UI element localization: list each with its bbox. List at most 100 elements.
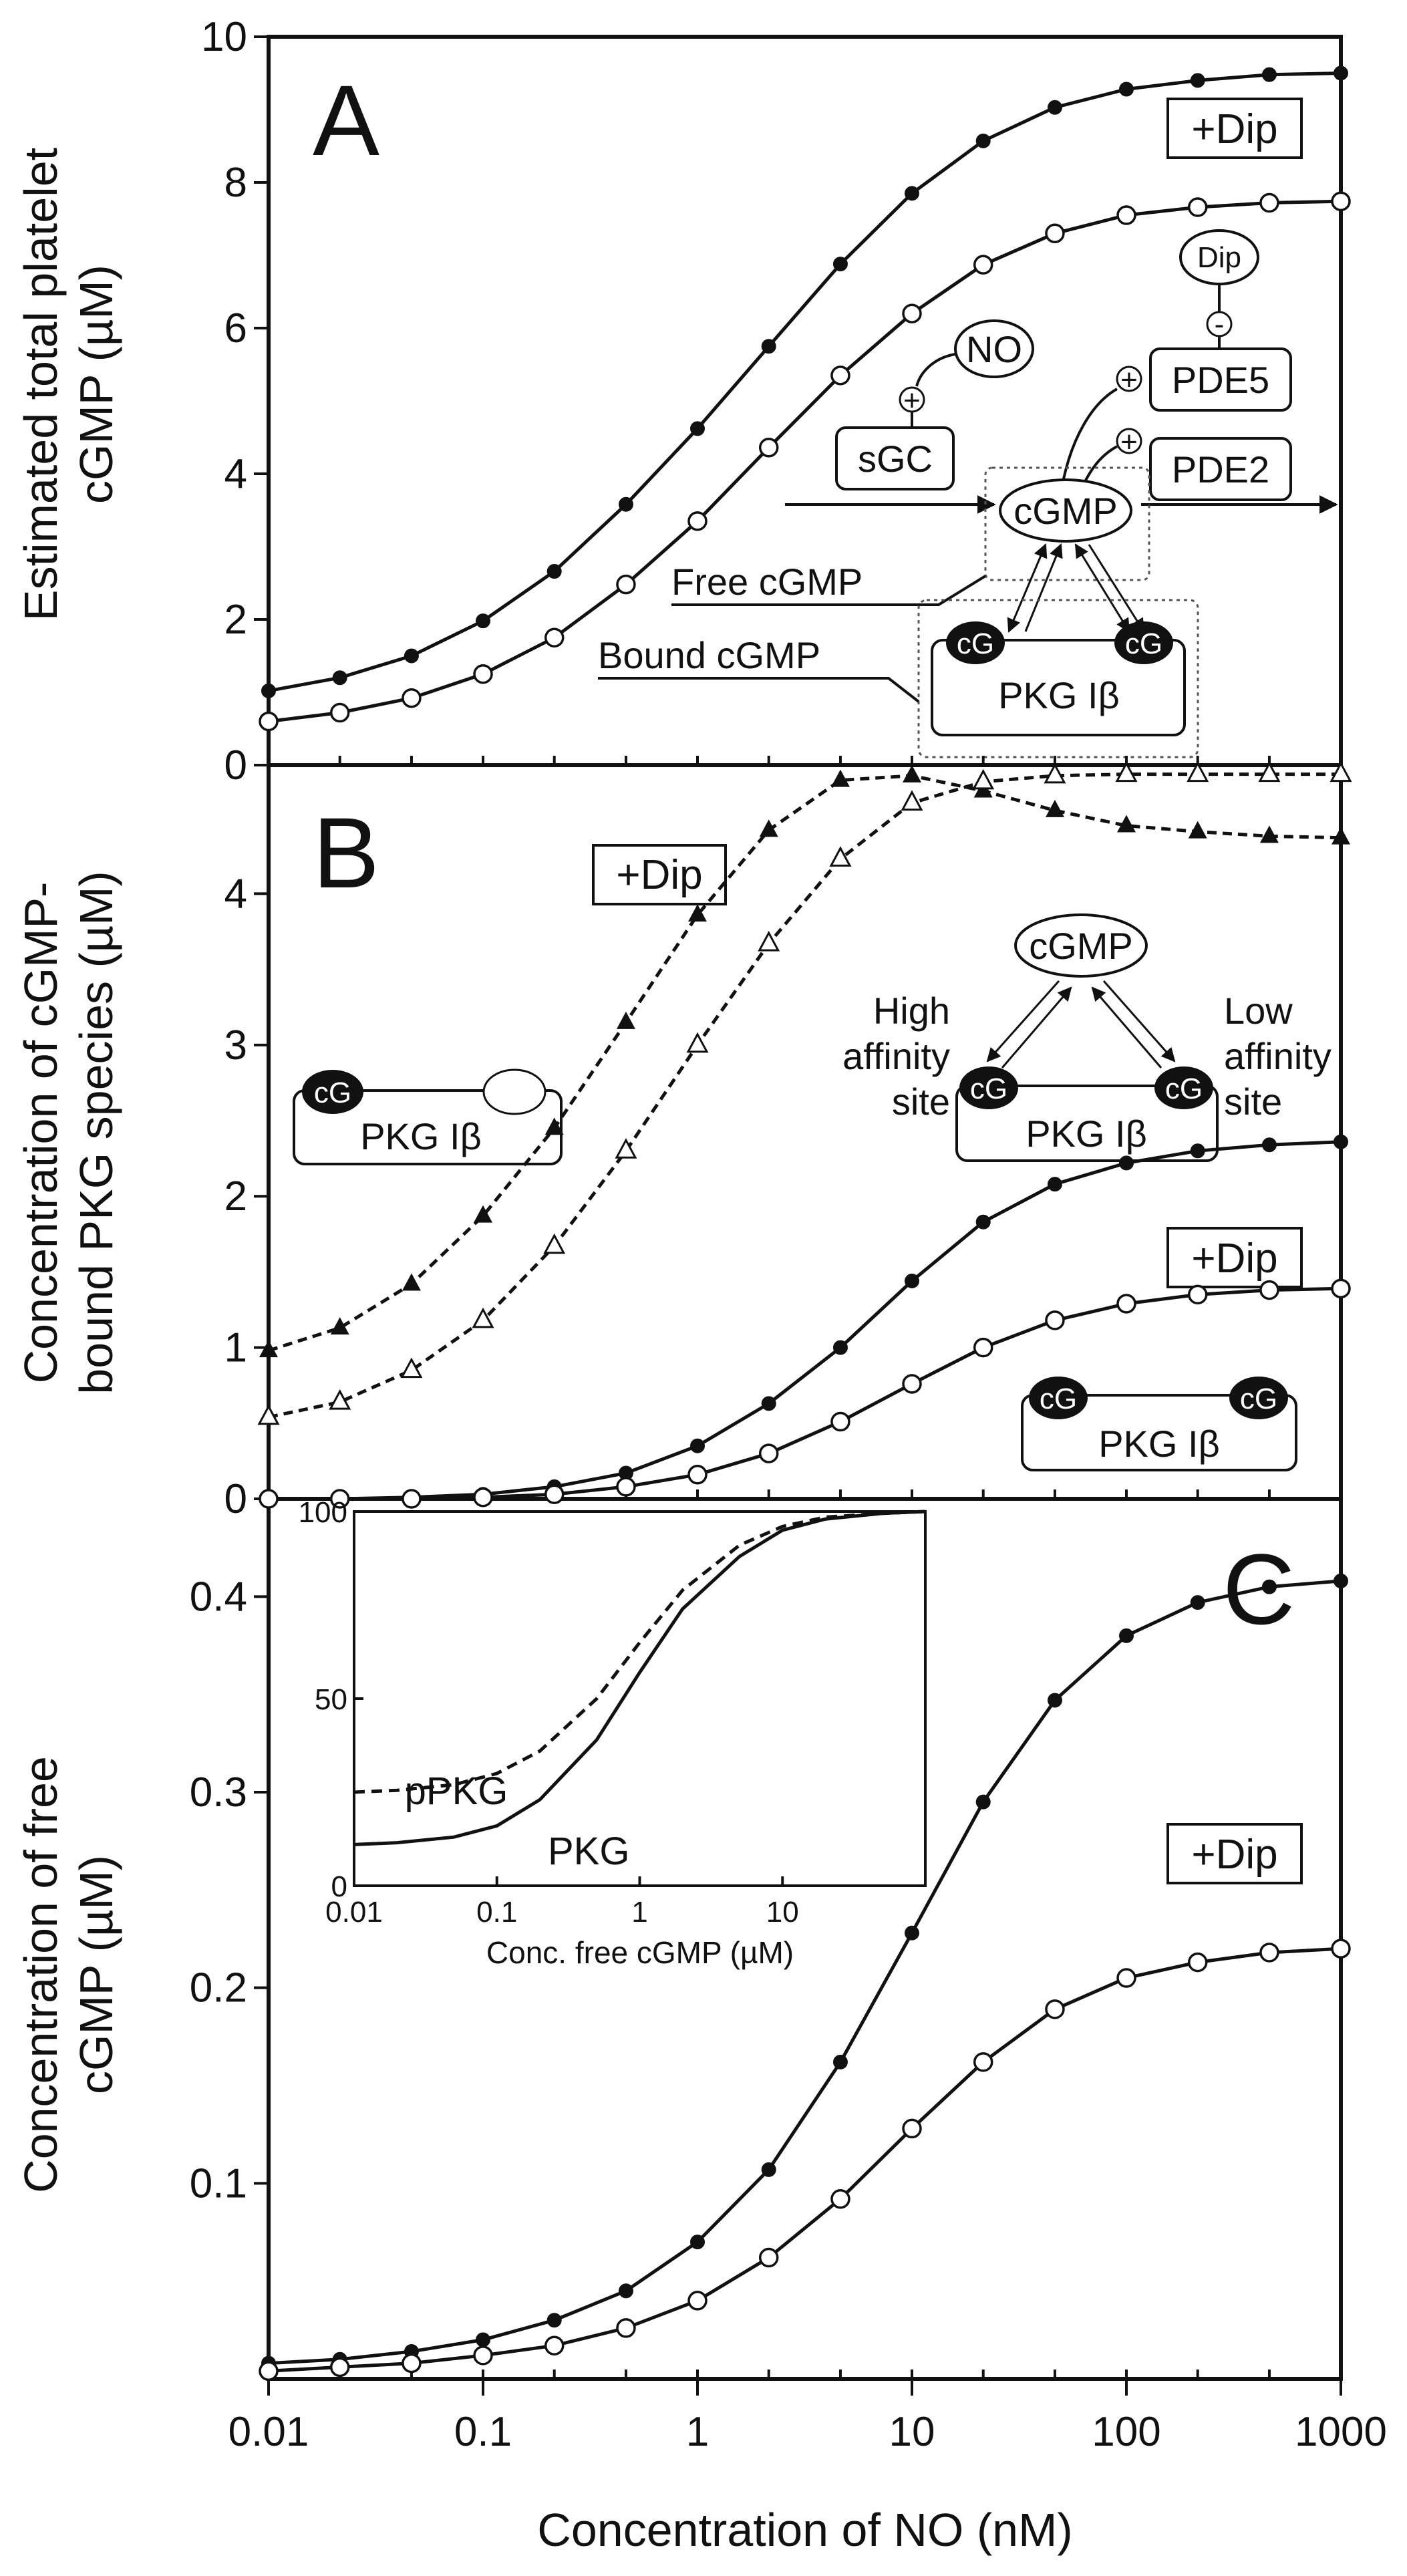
- high-affinity-3: site: [892, 1081, 950, 1123]
- data-point: [1261, 1137, 1277, 1153]
- data-point: [1259, 1943, 1279, 1963]
- data-point: [1047, 1693, 1062, 1708]
- dip-box-a-label: +Dip: [1191, 106, 1277, 152]
- data-point: [973, 255, 993, 275]
- data-point: [259, 711, 279, 732]
- x-tick-label: 0.01: [228, 2409, 309, 2455]
- y-tick-label: 0: [224, 742, 247, 789]
- plus-sign-sgc: +: [903, 384, 921, 417]
- data-point: [901, 790, 923, 811]
- data-point: [618, 496, 633, 512]
- dip-box-b-mid: [1166, 1227, 1303, 1288]
- pde5-label: PDE5: [1172, 359, 1269, 401]
- data-point: [616, 1477, 636, 1497]
- cg-high-a: [946, 621, 1005, 664]
- data-point: [543, 1233, 566, 1254]
- data-point: [1258, 761, 1281, 782]
- cg-full-low: [1229, 1377, 1288, 1419]
- data-point: [832, 2054, 848, 2069]
- cg-half-filled-label: cG: [314, 1077, 351, 1109]
- plot-layer: 0.01 0.1 1 10 100 10000246810012340.10.20.30.…: [190, 14, 1387, 2455]
- data-point: [402, 1489, 422, 1509]
- data-point: [688, 904, 707, 922]
- data-point: [1117, 815, 1136, 833]
- data-point: [1045, 1310, 1065, 1330]
- data-point: [759, 819, 778, 837]
- data-point: [544, 2335, 565, 2355]
- data-point: [758, 1443, 779, 1463]
- data-point: [832, 257, 848, 272]
- data-point: [472, 1307, 494, 1328]
- series-line: [268, 1579, 1342, 2366]
- cg-high-a-label: cG: [957, 627, 994, 660]
- panel-b-ylabel-line2: bound PKG species (µM): [70, 871, 122, 1394]
- pde2-box: [1149, 437, 1292, 501]
- data-point: [1259, 192, 1279, 213]
- plus-icon-pde5: [1116, 366, 1142, 392]
- dip-ellipse-label: Dip: [1197, 241, 1241, 274]
- data-point: [830, 366, 850, 386]
- y-tick-label: 4: [224, 451, 247, 497]
- inset-x-tick-label: 1: [631, 1896, 647, 1928]
- data-point: [761, 2162, 776, 2177]
- cgmp-label-b: cGMP: [1029, 925, 1133, 967]
- inset-y-tick-label: 100: [299, 1496, 347, 1529]
- data-point: [616, 1011, 635, 1029]
- data-point: [544, 627, 565, 648]
- data-point: [1334, 1134, 1348, 1149]
- data-point: [690, 421, 705, 436]
- inset-xlabel: Conc. free cGMP (µM): [486, 1935, 794, 1970]
- data-point: [902, 1374, 922, 1394]
- data-point: [400, 1357, 423, 1379]
- cgmp-label-a: cGMP: [1013, 490, 1118, 532]
- y-tick-label: 3: [224, 1022, 247, 1068]
- cg-low-b: [1154, 1066, 1213, 1109]
- data-point: [1044, 762, 1066, 784]
- data-point: [1259, 825, 1279, 843]
- pkg-label-b: PKG Iβ: [1026, 1113, 1147, 1155]
- y-tick-label: 2: [224, 597, 247, 643]
- data-point: [687, 2291, 708, 2311]
- data-point: [1119, 1155, 1134, 1171]
- data-point: [332, 670, 347, 686]
- data-point: [830, 769, 850, 787]
- y-tick-label: 0.2: [190, 1965, 247, 2011]
- cg-high-b-label: cG: [970, 1072, 1007, 1105]
- pkg-box-b: [955, 1085, 1219, 1162]
- data-point: [1187, 761, 1209, 782]
- data-point: [902, 2118, 922, 2139]
- inset-x-tick-label: 10: [766, 1896, 799, 1928]
- pkg-full-label: PKG Iβ: [1098, 1423, 1220, 1465]
- panel-b-label: B: [313, 797, 379, 909]
- data-point: [1259, 1280, 1279, 1300]
- series-line: [268, 774, 1342, 1352]
- data-point: [402, 688, 422, 708]
- panel-a-ylabel-line1: Estimated total platelet: [15, 148, 67, 621]
- pkg-label-a: PKG Iβ: [998, 674, 1120, 716]
- x-tick-label: 10: [889, 2409, 935, 2455]
- data-point: [903, 764, 921, 782]
- y-tick-label: 0.3: [190, 1769, 247, 1816]
- data-point: [758, 930, 780, 952]
- data-point: [1331, 1278, 1351, 1299]
- inset-y-tick-label: 0: [331, 1870, 347, 1903]
- data-point: [259, 1489, 279, 1509]
- plus-icon-pde2: [1116, 428, 1142, 454]
- data-point: [1045, 799, 1064, 817]
- data-point: [687, 1465, 708, 1485]
- data-point: [973, 1337, 993, 1358]
- data-point: [905, 1273, 919, 1288]
- data-point: [830, 1411, 850, 1432]
- data-point: [761, 339, 776, 354]
- y-tick-label: 2: [224, 1173, 247, 1220]
- data-point: [618, 2283, 633, 2299]
- series-line: [268, 1947, 1342, 2373]
- data-point: [473, 2345, 493, 2366]
- free-cgmp-label: Free cGMP: [671, 561, 863, 603]
- panel-b-ylabel-line1: Concentration of cGMP-: [15, 882, 67, 1384]
- cg-low-b-label: cG: [1165, 1072, 1203, 1105]
- data-point: [975, 1214, 991, 1230]
- y-tick-label: 10: [201, 14, 247, 60]
- cgmp-ellipse-b: [1014, 913, 1148, 978]
